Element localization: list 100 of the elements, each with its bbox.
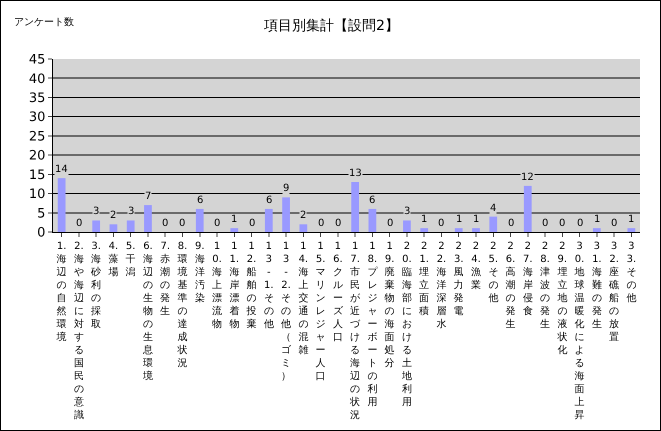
bar [472,228,480,232]
category-label: 19.廃棄物の海面処分 [384,241,395,369]
x-tick-label: 24.漁業 [470,241,481,291]
bar [264,208,273,232]
category-label: 15.マリンレジャー人口 [316,241,326,382]
category-label: 17.市民が近づける海辺の状況 [350,241,360,421]
data-label: 0 [162,218,168,229]
data-label: 1 [231,214,238,225]
data-label: 3 [93,206,100,217]
y-axis-title: アンケート数 [14,17,74,28]
data-label: 0 [179,218,186,229]
category-label: 6.海辺の生物の生息環境 [142,241,153,382]
data-label: 6 [369,195,376,206]
data-label: 0 [438,218,444,229]
bar [92,220,100,232]
category-label: 29.埋立地の液状化 [557,241,568,356]
bar [144,205,152,232]
y-tick-label: 15 [28,168,46,183]
data-label: 1 [628,214,634,225]
data-label: 9 [283,183,290,194]
data-label: 0 [542,218,548,229]
bar [368,208,376,232]
y-tick-label: 45 [28,52,46,68]
y-tick-label: 20 [28,148,46,164]
bar [351,182,360,232]
bar [627,228,636,232]
x-tick-label: 22.海洋深層水 [436,241,446,330]
x-tick-label: 9.海洋汚染 [194,241,205,304]
data-label: 3 [404,206,410,217]
x-tick-label: 10.海上漂流物 [212,241,222,330]
category-label: 2.海や海辺に対する国民の意識 [74,241,84,421]
y-tick-label: 0 [37,226,46,241]
x-tick-label: 23.風力発電 [454,241,464,317]
x-tick-label: 11.海岸漂着物 [229,241,240,330]
data-label: 2 [300,210,306,221]
data-label: 0 [508,218,514,229]
data-label: 0 [335,218,342,229]
data-label: 0 [559,218,566,229]
data-label: 0 [318,218,324,229]
category-label: 20.臨海部における土地利用 [402,241,412,408]
x-tick-label: 1.海辺の自然環境 [56,241,67,343]
y-tick-label: 30 [28,110,46,126]
bar [282,197,290,232]
x-tick-label: 7.赤潮の発生 [160,241,170,317]
data-label: 0 [611,218,618,229]
data-label: 0 [577,218,584,229]
x-tick-label: 28.津波の発生 [540,241,550,330]
bar [454,228,463,232]
data-label: 0 [249,218,256,229]
y-tick-label: 40 [28,72,46,87]
category-label: 14.海上交通の混雑 [298,241,308,356]
data-label: 0 [214,218,220,229]
x-tick-label: 13-1.その他 [264,241,274,330]
data-label: 1 [473,214,480,225]
bar [58,178,66,232]
bar [524,186,532,232]
bar [196,208,204,232]
data-label: 4 [490,203,496,214]
x-tick-label: 26.高潮の発生 [506,241,516,330]
y-tick-label: 25 [28,129,46,144]
data-label: 1 [594,214,600,225]
x-tick-label: 33.その他 [626,241,636,304]
x-tick-label: 32.座礁船の放置 [608,241,620,343]
data-label: 13 [349,168,362,179]
category-label: 18.プレジャーボートの利用 [367,241,378,408]
bar [126,220,135,232]
data-label: 12 [521,172,534,183]
bar [489,216,498,232]
bar [403,220,411,232]
bar [592,228,601,232]
bar [230,228,238,232]
category-label: 30.地球温暖化による海面上昇 [574,241,585,421]
data-label: 7 [145,191,152,202]
data-label: 0 [76,218,82,229]
data-label: 0 [387,218,394,229]
y-tick-label: 5 [37,206,46,222]
x-tick-label: 3.海砂利の採取 [90,241,102,330]
data-label: 6 [266,195,272,206]
x-tick-label: 4.藻場 [107,241,118,278]
bar [420,228,428,232]
data-label: 1 [456,214,462,225]
data-label: 6 [197,195,204,206]
category-label: 8.環境基準の達成状況 [177,241,188,369]
data-label: 1 [421,214,428,225]
y-tick-label: 35 [28,90,46,106]
x-tick-label: 27.海岸侵食 [522,241,533,317]
x-tick-label: 21.埋立面積 [418,241,430,317]
y-tick-label: 10 [28,187,46,202]
data-label: 2 [110,210,116,221]
x-tick-label: 25.その他 [488,241,498,304]
x-tick-label: 31.海難の発生 [592,241,602,330]
bar [110,224,118,232]
x-tick-label: 16.クルーズ人口 [332,241,344,343]
chart-title: 項目別集計【設問2】 [263,18,399,34]
data-label: 3 [128,206,134,217]
category-label: 13-2.その他（ゴミ） [281,241,292,382]
x-tick-label: 5.干潟 [126,241,136,278]
bar [299,224,308,232]
x-tick-label: 12.船舶の投棄 [246,241,257,330]
data-label: 14 [55,164,68,175]
